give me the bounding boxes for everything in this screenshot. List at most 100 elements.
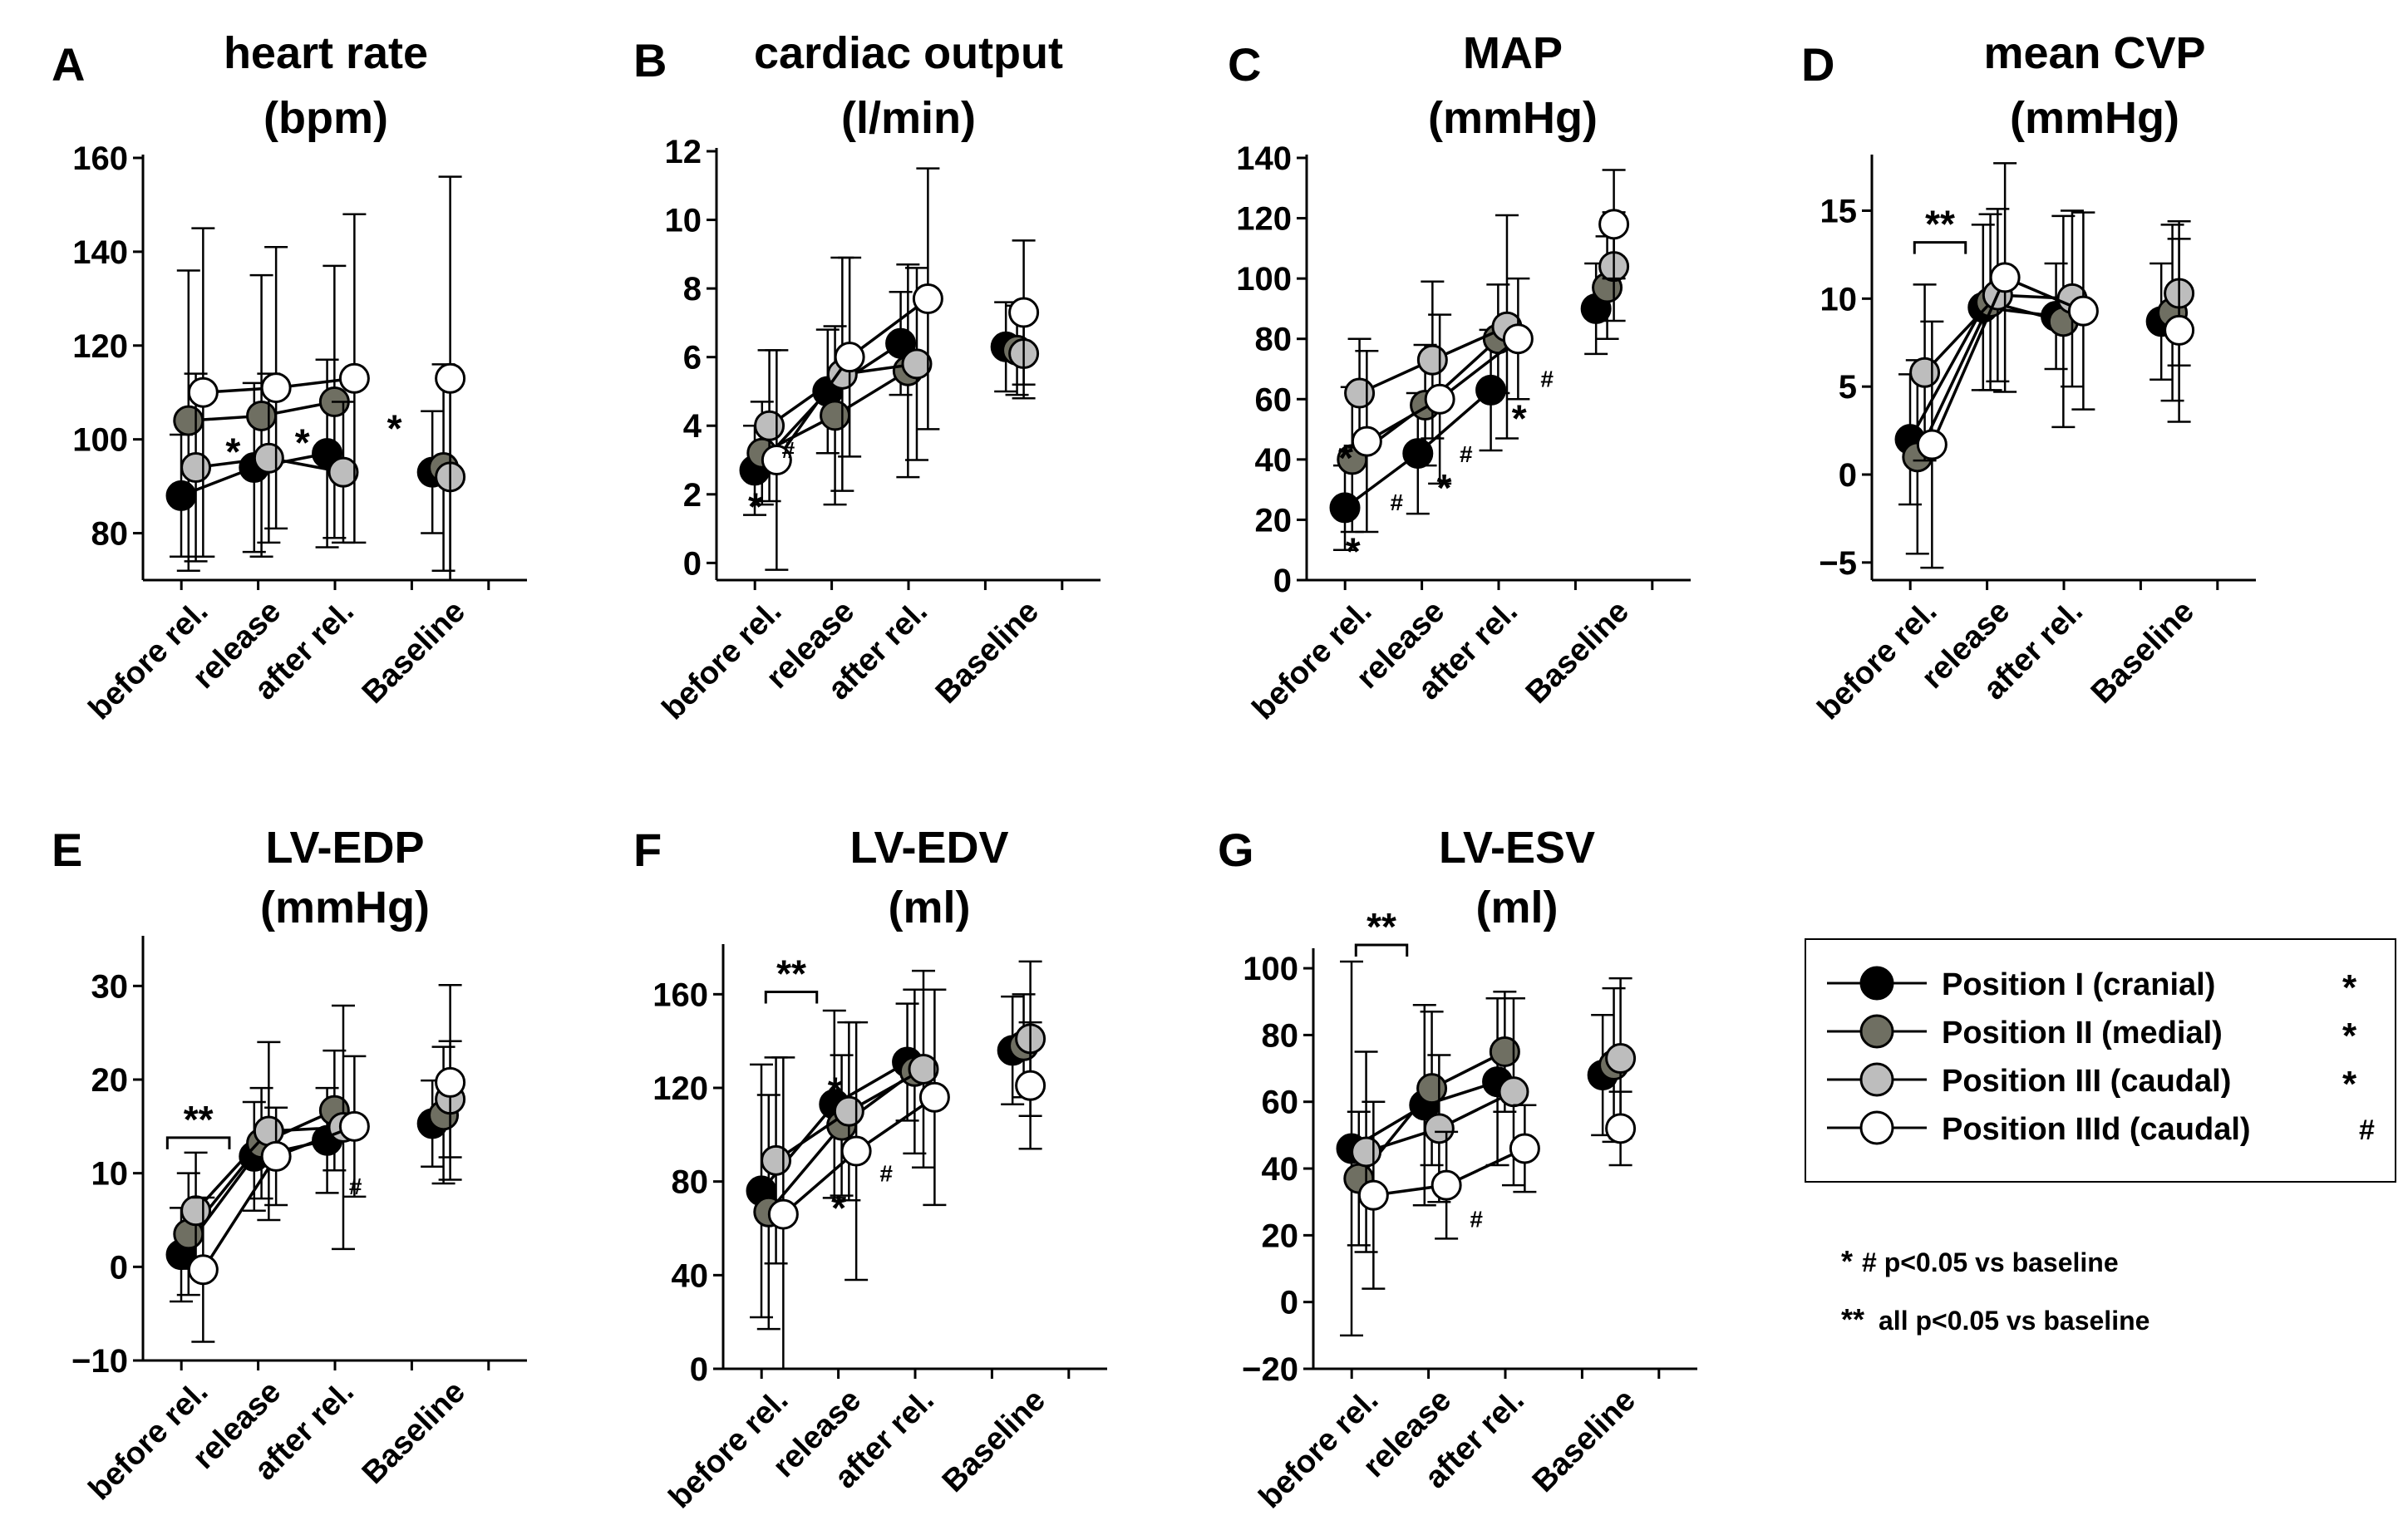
data-point	[820, 400, 851, 431]
panel-letter-a: A	[52, 38, 85, 91]
series-position-i-c	[1329, 262, 1612, 551]
y-tick-label-c: 100	[1236, 261, 1292, 298]
data-point	[180, 1195, 212, 1227]
significance-bracket	[1354, 943, 1409, 957]
panel-letter-f: F	[633, 824, 662, 876]
data-point	[187, 1254, 219, 1286]
data-point	[1416, 1073, 1448, 1105]
note-single-star-text: # p<0.05 vs baseline	[1862, 1247, 2119, 1277]
y-tick-label-b: 12	[665, 134, 702, 170]
y-tick-label-g: 20	[1262, 1218, 1299, 1254]
y-tick-label-b: 2	[683, 477, 702, 514]
data-point	[834, 342, 865, 373]
series-position-iiid-e	[187, 983, 466, 1343]
x-tick-label-e: Baseline	[356, 1375, 472, 1491]
y-tick-label-b: 0	[683, 545, 702, 582]
data-point	[1475, 374, 1507, 406]
y-tick-label-a: 160	[72, 140, 128, 177]
panel-unit-a: (bpm)	[263, 93, 388, 143]
data-point	[1402, 438, 1434, 470]
y-tick-label-a: 100	[72, 422, 128, 459]
significance-mark: #	[782, 437, 795, 463]
y-tick-label-c: 60	[1255, 381, 1293, 418]
significance-mark: *	[225, 431, 240, 474]
y-tick-label-b: 8	[683, 271, 702, 308]
legend-label-position-iii: Position III (caudal)	[1942, 1064, 2231, 1099]
data-point	[1416, 344, 1448, 376]
x-tick-label-d: before rel.	[1811, 594, 1944, 727]
significance-bracket-label: **	[1367, 905, 1396, 948]
data-point	[1509, 1133, 1540, 1164]
y-tick-label-g: 80	[1262, 1017, 1299, 1054]
series-position-i-d	[1894, 224, 2177, 506]
data-point	[1498, 1076, 1529, 1108]
data-point	[180, 452, 212, 484]
y-tick-label-c: 140	[1236, 140, 1292, 177]
data-point	[246, 400, 278, 431]
significance-mark: *	[828, 1070, 843, 1113]
data-point	[767, 1198, 799, 1230]
y-tick-label-d: 5	[1839, 369, 1857, 406]
panel-title-c: MAP	[1463, 28, 1563, 78]
x-tick-label-d: Baseline	[2085, 594, 2201, 711]
panel-letter-c: C	[1228, 38, 1261, 91]
legend-marker-position-iii	[1859, 1062, 1894, 1097]
y-tick-label-e: −10	[71, 1343, 128, 1380]
data-point	[260, 1140, 292, 1172]
data-point	[901, 348, 933, 380]
series-position-iiid-c	[1351, 169, 1630, 534]
series-position-ii-d	[1902, 213, 2189, 555]
series-position-ii-e	[173, 1046, 460, 1296]
data-point	[840, 1135, 872, 1167]
legend-label-position-ii: Position II (medial)	[1942, 1016, 2223, 1050]
y-tick-label-e: 30	[91, 968, 129, 1005]
data-point	[338, 1110, 370, 1142]
data-point	[1598, 209, 1630, 240]
x-tick-label-b: Baseline	[929, 594, 1046, 711]
x-tick-label-g: Baseline	[1526, 1383, 1642, 1499]
significance-mark: #	[1391, 490, 1404, 515]
y-tick-label-c: 80	[1255, 322, 1293, 358]
y-tick-label-g: 0	[1280, 1285, 1298, 1321]
legend-marker-position-iiid	[1859, 1110, 1894, 1145]
data-point	[1989, 262, 2021, 293]
legend-entry-position-iiid: Position IIId (caudal) #	[1827, 1110, 2375, 1147]
x-tick-label-f: before rel.	[662, 1383, 795, 1516]
legend-label-position-iiid: Position IIId (caudal)	[1942, 1112, 2251, 1147]
y-tick-label-c: 40	[1255, 442, 1293, 479]
data-point	[918, 1081, 950, 1113]
data-point	[253, 442, 284, 474]
panel-title-f: LV-EDV	[849, 823, 1008, 873]
data-point	[435, 362, 466, 394]
x-tick-label-e: before rel.	[82, 1375, 215, 1508]
series-position-iii-g	[1351, 977, 1637, 1253]
data-point	[1351, 426, 1382, 457]
data-point	[1344, 377, 1376, 409]
data-point	[1357, 1179, 1389, 1211]
significance-mark: *	[295, 421, 310, 464]
x-tick-label-c: before rel.	[1246, 594, 1379, 727]
data-point	[1351, 1136, 1382, 1168]
series-position-iiid-a	[187, 175, 466, 582]
significance-bracket	[764, 991, 819, 1004]
significance-mark: *	[748, 485, 763, 528]
data-point	[761, 445, 792, 476]
panel-letter-b: B	[633, 34, 667, 86]
series-position-iii-d	[1909, 208, 2195, 462]
legend-entry-position-i: Position I (cranial) *	[1827, 966, 2357, 1008]
y-tick-label-d: 0	[1839, 457, 1857, 494]
data-point	[435, 1066, 466, 1098]
series-position-iiid-g	[1357, 1090, 1637, 1290]
data-point	[1424, 383, 1455, 415]
significance-mark: *	[387, 406, 402, 450]
data-point	[754, 410, 785, 441]
data-point	[173, 405, 204, 436]
x-tick-label-f: Baseline	[936, 1383, 1052, 1499]
note-double-star-text: all p<0.05 vs baseline	[1879, 1306, 2149, 1336]
x-tick-label-c: Baseline	[1519, 594, 1636, 711]
significance-bracket	[165, 1136, 231, 1149]
